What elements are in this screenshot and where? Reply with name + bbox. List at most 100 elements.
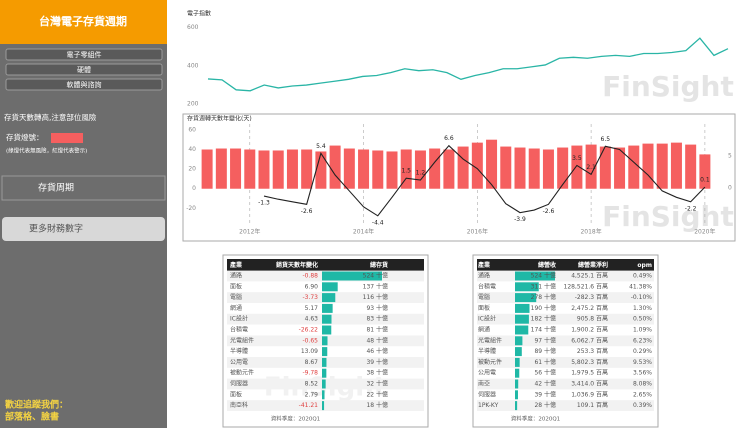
nav-button[interactable]	[5, 48, 163, 61]
bar	[457, 146, 469, 189]
cell-text: 光電組件	[478, 336, 502, 344]
cell-bar	[515, 293, 537, 303]
data-label: 3.5	[572, 155, 582, 162]
cell-text: 109.1 百萬	[577, 401, 608, 409]
y-tick-label: 200	[187, 101, 199, 108]
row-band	[477, 292, 654, 303]
cell-text: 9.53%	[633, 359, 652, 366]
chart-frame	[182, 113, 736, 242]
cell-text: 42 十億	[534, 380, 556, 388]
nav-label[interactable]: 電子零組件	[67, 50, 102, 59]
data-label: 6.5	[601, 136, 611, 143]
x-tick-label: 2014年	[353, 228, 374, 236]
cell-text: -0.10%	[631, 294, 653, 301]
cell-text: 278 十億	[531, 293, 556, 301]
row-band	[477, 313, 654, 325]
bar	[372, 150, 384, 189]
column-header[interactable]: 產業	[229, 261, 243, 269]
cell-text: 伺服器	[478, 390, 496, 398]
cell-text: 1.30%	[633, 305, 652, 312]
x-tick-label: 2016年	[467, 228, 488, 236]
bar	[599, 146, 611, 189]
cell-text: 0.50%	[633, 316, 652, 323]
cell-text: 8.67	[305, 359, 319, 366]
cell-text: 網通	[230, 304, 242, 312]
nav-label[interactable]: 軟體與諮詢	[67, 80, 102, 89]
cell-text: 光電組件	[230, 336, 254, 344]
cell-text: 311 十億	[531, 282, 556, 290]
y2-tick-label: 0	[728, 184, 732, 191]
nav-button[interactable]	[5, 78, 163, 91]
cell-text: 3,414.0 百萬	[571, 380, 608, 388]
cell-text: 6,062.7 百萬	[571, 336, 608, 344]
cell-bar	[515, 314, 529, 324]
chart-title: 存貨週轉天數年變化(天)	[187, 115, 252, 123]
bar	[528, 148, 540, 189]
column-header[interactable]: opm	[637, 262, 652, 269]
data-label: -2.2	[685, 205, 697, 212]
column-header[interactable]: 銷貨天數年變化	[276, 261, 318, 269]
table-header	[227, 259, 424, 272]
table-footer: 資料季度：2020Q1	[271, 415, 320, 423]
cell-bar	[322, 390, 325, 400]
cell-text: 被動元件	[230, 369, 254, 377]
data-label: -4.4	[372, 219, 384, 226]
cell-text: -41.21	[299, 402, 319, 409]
cell-text: 93 十億	[366, 304, 388, 312]
cell-text: 905.8 百萬	[577, 315, 608, 323]
follow-links[interactable]: 部落格、臉書	[5, 411, 59, 423]
bar	[429, 148, 441, 189]
cell-text: IC設計	[230, 315, 248, 323]
y-tick-label: -20	[186, 205, 196, 212]
cell-text: 5.17	[305, 305, 319, 312]
cell-text: 半導體	[478, 347, 496, 355]
cell-bar	[515, 282, 539, 292]
cell-text: 46 十億	[366, 347, 388, 355]
cell-text: -26.22	[299, 327, 319, 334]
bar	[343, 148, 355, 189]
cell-text: 38 十億	[366, 369, 388, 377]
cell-text: 2,475.2 百萬	[571, 304, 608, 312]
data-label: 2.1	[586, 164, 596, 171]
row-band	[477, 335, 654, 347]
x-tick-label: 2012年	[239, 228, 260, 236]
more-label[interactable]: 更多財務數字	[29, 223, 83, 235]
more-button[interactable]	[2, 217, 165, 241]
cycle-button[interactable]	[1, 175, 166, 201]
cell-text: 524 十億	[531, 272, 556, 280]
cell-text: 48 十億	[366, 336, 388, 344]
cell-text: 通路	[478, 272, 490, 280]
cell-text: 39 十億	[534, 390, 556, 398]
cell-bar	[515, 303, 530, 313]
cell-bar	[322, 336, 328, 346]
cycle-label[interactable]: 存貨周期	[38, 182, 74, 194]
cell-text: 2.65%	[633, 391, 652, 398]
column-header[interactable]: 總營業淨利	[578, 261, 608, 269]
cell-text: 83 十億	[366, 315, 388, 323]
light-note: (綠燈代表無風險，紅燈代表警示)	[6, 147, 87, 155]
nav-button[interactable]	[5, 63, 163, 76]
light-label: 存貨燈號：	[6, 132, 44, 142]
cell-text: 台積電	[230, 326, 248, 334]
data-label: -2.6	[543, 208, 555, 215]
data-label: 6.6	[444, 135, 454, 142]
cell-text: 0.49%	[633, 273, 652, 280]
data-label: -1.3	[258, 200, 270, 207]
cell-bar	[322, 271, 382, 281]
table-frame	[222, 254, 429, 428]
cell-bar	[515, 271, 555, 281]
nav-label[interactable]: 硬體	[77, 65, 91, 74]
cell-bar	[515, 347, 522, 357]
column-header[interactable]: 產業	[477, 261, 491, 269]
cell-text: 1,979.5 百萬	[571, 369, 608, 377]
app-title: 台灣電子存貨週期	[39, 14, 127, 28]
cell-text: 22 十億	[366, 390, 388, 398]
bar	[699, 154, 711, 189]
cell-text: 61 十億	[534, 358, 556, 366]
x-tick-label: 2020年	[694, 228, 715, 236]
bar	[286, 149, 298, 189]
bar	[571, 145, 583, 189]
table-header	[477, 259, 654, 272]
column-header[interactable]: 總存貨	[370, 261, 388, 269]
column-header[interactable]: 總營收	[538, 261, 556, 269]
